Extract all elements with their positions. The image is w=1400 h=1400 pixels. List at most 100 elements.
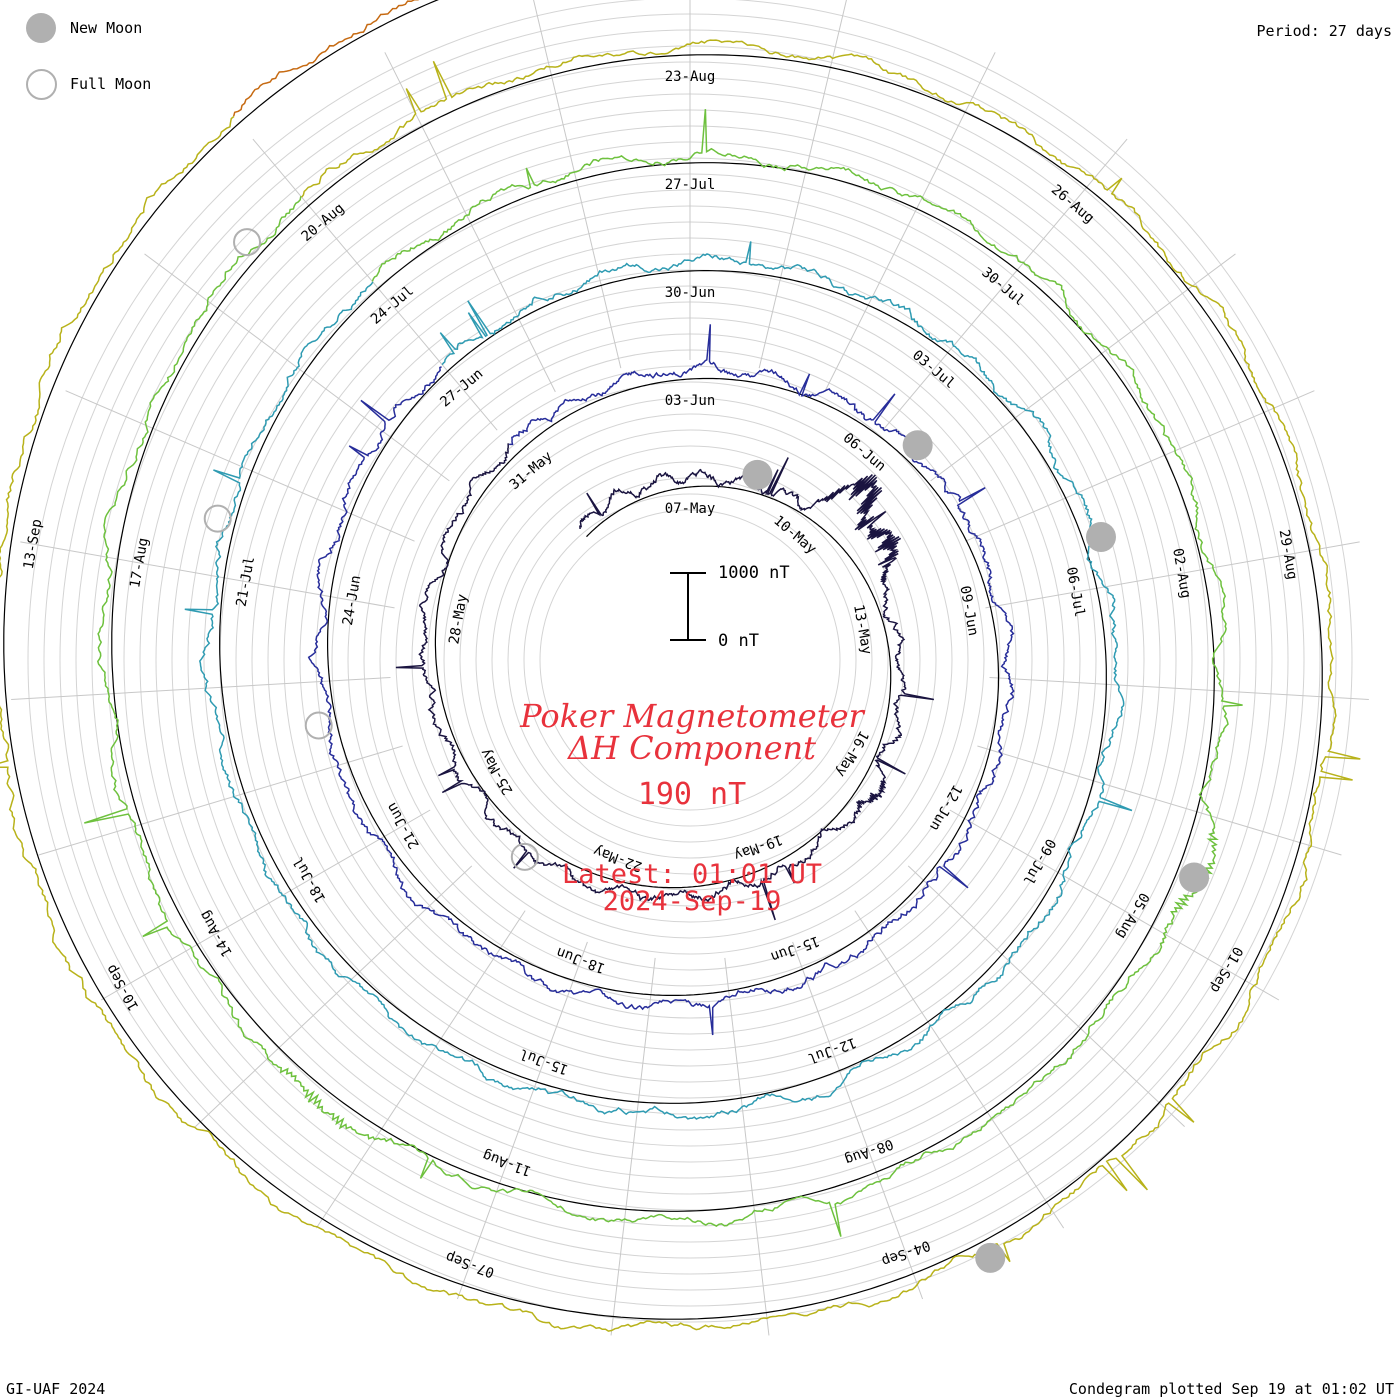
radial-line bbox=[792, 941, 924, 1300]
radial-line bbox=[989, 676, 1369, 701]
radial-line bbox=[907, 865, 1185, 1128]
baseline-spiral bbox=[3, 0, 1323, 1320]
new-moon-label: New Moon bbox=[70, 19, 143, 37]
new-moon-marker bbox=[902, 430, 933, 461]
radial-line bbox=[758, 0, 847, 369]
radial-line bbox=[724, 957, 770, 1336]
radial-grid-lines bbox=[11, 0, 1369, 1336]
date-label: 31-May bbox=[507, 448, 556, 493]
latest-time: Latest: 01:01 UT bbox=[561, 859, 823, 890]
date-label: 15-Jun bbox=[768, 932, 821, 964]
date-label: 21-Jul bbox=[234, 555, 259, 608]
new-moon-marker bbox=[1085, 521, 1116, 552]
radial-line bbox=[11, 676, 391, 701]
trace-rotation-3 bbox=[184, 241, 1133, 1120]
magnetometer-traces bbox=[0, 0, 1361, 1332]
date-label: 30-Jun bbox=[665, 285, 716, 301]
radial-line bbox=[20, 541, 395, 609]
radial-line bbox=[965, 390, 1315, 542]
grid-ring bbox=[411, 381, 969, 939]
full-moon-marker bbox=[233, 228, 262, 257]
grid-ring bbox=[459, 429, 921, 891]
trace-rotation-6 bbox=[232, 0, 420, 117]
radial-line bbox=[824, 52, 996, 393]
radial-line bbox=[930, 253, 1236, 482]
full-moon-marker bbox=[510, 842, 539, 871]
footer-plotted: Condegram plotted Sep 19 at 01:02 UT bbox=[1068, 1380, 1394, 1398]
radial-line bbox=[949, 809, 1280, 1001]
radial-line bbox=[456, 941, 588, 1300]
date-label: 28-May bbox=[446, 593, 471, 646]
date-label: 07-May bbox=[665, 501, 716, 517]
radial-line bbox=[252, 138, 498, 431]
date-label: 12-Jul bbox=[805, 1034, 858, 1066]
moon-markers bbox=[203, 228, 1210, 1273]
date-label: 13-Sep bbox=[21, 518, 46, 571]
radial-line bbox=[977, 745, 1342, 856]
grid-ring bbox=[427, 397, 953, 923]
date-label: 14-Aug bbox=[197, 908, 236, 960]
new-moon-marker bbox=[742, 459, 773, 490]
date-label: 27-Jul bbox=[665, 177, 716, 193]
grid-ring bbox=[507, 477, 873, 843]
date-label: 18-Jul bbox=[290, 854, 329, 906]
date-label: 13-May bbox=[850, 603, 875, 656]
grid-ring bbox=[27, 0, 1353, 1323]
trace-rotation-4 bbox=[84, 109, 1243, 1237]
trace-rotation-2 bbox=[307, 324, 1015, 1036]
new-moon-marker bbox=[975, 1242, 1006, 1273]
radial-line bbox=[100, 809, 431, 1001]
new-moon-icon bbox=[26, 13, 56, 43]
date-label: 24-Jun bbox=[340, 574, 365, 627]
new-moon-marker bbox=[1179, 862, 1210, 893]
date-label: 30-Jul bbox=[978, 265, 1027, 310]
full-moon-icon bbox=[26, 69, 57, 100]
grid-ring bbox=[491, 461, 889, 859]
date-label: 07-Sep bbox=[444, 1248, 497, 1280]
chart-title: Poker Magnetometer bbox=[520, 697, 864, 735]
radial-line bbox=[533, 0, 622, 369]
legend-full-moon: Full Moon bbox=[26, 69, 151, 100]
date-label: 26-Aug bbox=[1048, 182, 1097, 227]
date-label: 09-Jul bbox=[1019, 836, 1058, 888]
grid-ring bbox=[539, 509, 841, 811]
scale-value: 190 nT bbox=[637, 777, 747, 812]
scale-top-label: 1000 nT bbox=[718, 563, 790, 583]
reference-spiral bbox=[3, 0, 1323, 1320]
date-label: 18-Jun bbox=[554, 944, 607, 976]
grid-ring bbox=[523, 493, 857, 827]
legend-new-moon: New Moon bbox=[26, 13, 142, 43]
period-label: Period: 27 days bbox=[1256, 22, 1392, 40]
date-label: 03-Jun bbox=[665, 393, 716, 409]
date-label: 10-May bbox=[770, 513, 819, 558]
footer-credit: GI-UAF 2024 bbox=[6, 1380, 106, 1398]
date-label: 09-Jun bbox=[956, 585, 981, 638]
date-label: 06-Jul bbox=[1063, 566, 1088, 619]
full-moon-marker bbox=[203, 504, 232, 533]
radial-line bbox=[610, 957, 656, 1336]
scale-bottom-label: 0 nT bbox=[718, 631, 759, 651]
grid-ring bbox=[299, 269, 1081, 1051]
date-labels: 07-May10-May13-May16-May19-May22-May25-M… bbox=[21, 69, 1300, 1280]
scale-bar bbox=[670, 572, 706, 641]
radial-line bbox=[65, 390, 415, 542]
full-moon-marker bbox=[304, 711, 333, 740]
date-label: 29-Aug bbox=[1276, 528, 1301, 581]
grid-ring bbox=[267, 237, 1113, 1083]
radial-line bbox=[854, 910, 1065, 1229]
grid-ring bbox=[475, 445, 905, 875]
date-label: 23-Aug bbox=[665, 69, 716, 85]
radial-line bbox=[315, 910, 526, 1229]
date-label: 02-Aug bbox=[1169, 547, 1194, 600]
radial-line bbox=[195, 865, 473, 1128]
grid-ring bbox=[443, 413, 937, 907]
grid-ring bbox=[395, 365, 985, 955]
full-moon-label: Full Moon bbox=[70, 75, 152, 93]
latest-date: 2024-Sep-19 bbox=[602, 886, 782, 917]
trace-rotation-5 bbox=[0, 39, 1361, 1332]
radial-line bbox=[38, 745, 403, 856]
chart-subtitle: ΔH Component bbox=[567, 729, 817, 767]
radial-line bbox=[985, 541, 1360, 609]
date-label: 17-Aug bbox=[127, 537, 152, 590]
